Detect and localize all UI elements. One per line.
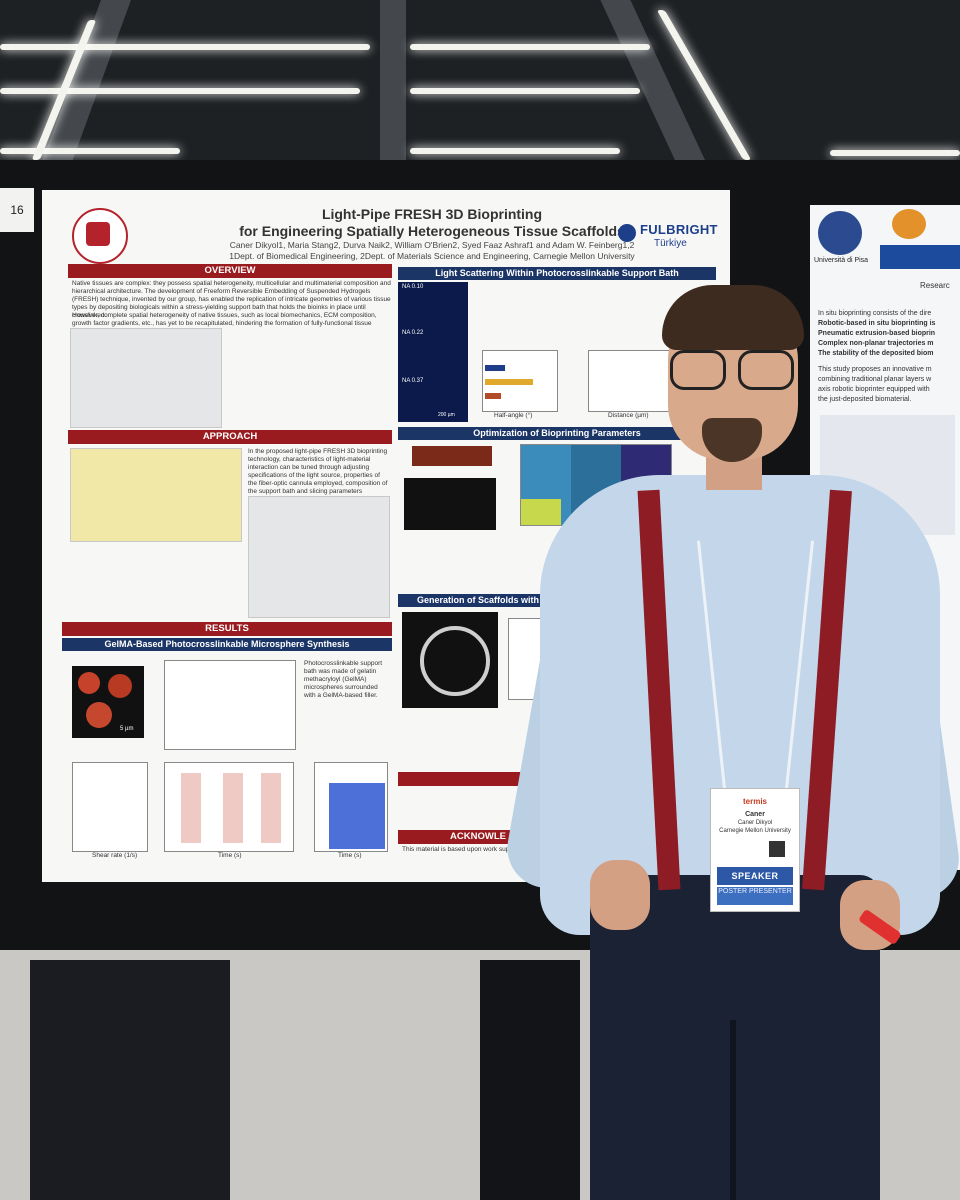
subsection-light-scattering: Light Scattering Within Photocrosslinkab… xyxy=(398,267,716,280)
badge-name: Caner xyxy=(745,811,765,818)
scale-bar-label: 5 µm xyxy=(120,726,134,732)
gray-value-plot xyxy=(588,350,674,412)
na-label: NA 0.10 xyxy=(402,284,424,290)
fulbright-globe-icon xyxy=(618,224,636,242)
author-list: Caner Dikyol1, Maria Stang2, Durva Naik2… xyxy=(229,240,635,250)
hair xyxy=(662,285,804,350)
name-badge: termis Caner Caner Dikyol Carnegie Mello… xyxy=(710,788,800,912)
glasses-icon xyxy=(670,350,726,390)
badge-details: Caner Caner Dikyol Carnegie Mellon Unive… xyxy=(711,811,799,835)
cmu-seal-logo xyxy=(72,208,128,264)
ceiling-light xyxy=(830,150,960,156)
subsection-optimization: Optimization of Bioprinting Parameters xyxy=(398,427,716,440)
x-label-time-2: Time (s) xyxy=(338,852,362,859)
ceiling-light xyxy=(0,148,180,154)
poster2-line: axis robotic bioprinter equipped with xyxy=(818,386,930,393)
left-hand xyxy=(590,860,650,930)
badge-full-name: Caner Dikyol xyxy=(737,820,773,826)
na-label: NA 0.22 xyxy=(402,330,424,336)
scale-bar-label: 200 µm xyxy=(438,412,455,418)
poster2-line: Pneumatic extrusion-based bioprin xyxy=(818,330,936,337)
section-approach: APPROACH xyxy=(68,430,392,444)
sponsor-name: FULBRIGHT xyxy=(640,222,718,237)
pants-seam xyxy=(730,1020,736,1200)
presenter: termis Caner Caner Dikyol Carnegie Mello… xyxy=(501,280,960,1200)
size-histogram xyxy=(164,660,296,750)
badge-role-2: POSTER PRESENTER xyxy=(717,887,793,905)
section-results: RESULTS xyxy=(62,622,392,636)
half-angle-bar-plot xyxy=(482,350,558,412)
scaffold-micrograph xyxy=(402,612,498,708)
university-name: Università di Pisa xyxy=(814,257,869,264)
research-center-logo xyxy=(892,209,926,239)
ceiling-light xyxy=(410,44,650,50)
subsection-generation: Generation of Scaffolds with xyxy=(398,594,558,607)
badge-affiliation: Carnegie Mellon University xyxy=(719,828,791,834)
poster-authors: Caner Dikyol1, Maria Stang2, Durva Naik2… xyxy=(182,240,682,262)
x-label-shear: Shear rate (1/s) xyxy=(92,852,138,859)
poster2-line: In situ bioprinting consists of the dire xyxy=(818,310,932,317)
dii-logo xyxy=(880,245,960,269)
sponsor-country: Türkiye xyxy=(654,238,687,249)
scaffold-photo xyxy=(404,478,496,530)
overview-text: Native tissues are complex: they possess… xyxy=(72,280,391,319)
crosslink-plot xyxy=(314,762,388,852)
subsection-gelma: GelMA-Based Photocrosslinkable Microsphe… xyxy=(62,638,392,651)
ceiling-beam xyxy=(380,0,406,175)
approach-diagram xyxy=(70,448,242,542)
ceiling-light xyxy=(410,88,640,94)
na-label: NA 0.37 xyxy=(402,378,424,384)
viscosity-plot xyxy=(72,762,148,852)
x-label-half-angle: Half-angle (°) xyxy=(494,412,533,419)
light-pipe-diagram xyxy=(70,328,222,428)
results-text: Photocrosslinkable support bath was made… xyxy=(304,660,383,699)
ceiling-light xyxy=(0,44,370,50)
x-label-time-1: Time (s) xyxy=(218,852,242,859)
poster2-line: the just-deposited biomaterial. xyxy=(818,396,912,403)
x-label-distance: Distance (µm) xyxy=(608,412,649,419)
na-scattering-images: NA 0.10 NA 0.22 NA 0.37 200 µm xyxy=(398,282,468,422)
qr-code-icon xyxy=(769,841,785,857)
pisa-seal-logo xyxy=(818,211,862,255)
title-line-2: for Engineering Spatially Heterogeneous … xyxy=(239,223,625,239)
badge-role: SPEAKER xyxy=(717,867,793,885)
ceiling-light xyxy=(410,148,620,154)
poster-title: Light-Pipe FRESH 3D Bioprinting for Engi… xyxy=(222,206,642,240)
ceiling-light xyxy=(0,88,360,94)
glasses-icon xyxy=(738,350,794,390)
scaffold-photo xyxy=(412,446,492,466)
ceiling-beam xyxy=(600,0,710,170)
poster2-header: Researc xyxy=(920,281,950,290)
poster2-line: This study proposes an innovative m xyxy=(818,366,932,373)
poster2-line: combining traditional planar layers w xyxy=(818,376,932,383)
affiliation-list: 1Dept. of Biomedical Engineering, 2Dept.… xyxy=(229,251,635,261)
title-line-1: Light-Pipe FRESH 3D Bioprinting xyxy=(321,206,543,222)
poster2-line: Complex non-planar trajectories m xyxy=(818,340,934,347)
section-overview: OVERVIEW xyxy=(68,264,392,278)
badge-org: termis xyxy=(742,797,767,806)
modulus-time-plot xyxy=(164,762,294,852)
bystander xyxy=(480,960,580,1200)
microsphere-micrograph: 5 µm xyxy=(72,666,144,738)
setup-diagram xyxy=(248,496,390,618)
fulbright-logo: FULBRIGHT Türkiye xyxy=(618,220,728,256)
ack-text: This material is based upon work support… xyxy=(402,846,571,853)
board-number: 16 xyxy=(0,188,34,232)
bystander xyxy=(30,960,230,1200)
poster2-line: Robotic-based in situ bioprinting is xyxy=(818,320,936,327)
poster2-line: The stability of the deposited biom xyxy=(818,350,934,357)
